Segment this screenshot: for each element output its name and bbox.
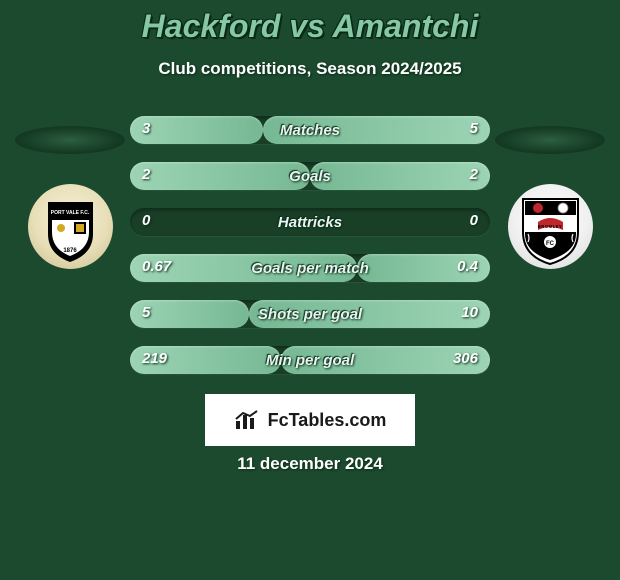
page-subtitle: Club competitions, Season 2024/2025 (0, 59, 620, 79)
right-player-platform (495, 126, 605, 154)
stat-label: Min per goal (130, 352, 490, 369)
stat-label: Shots per goal (130, 306, 490, 323)
chart-icon (234, 409, 262, 431)
left-club-crest: PORT VALE F.C. 1876 (28, 184, 113, 269)
page-title: Hackford vs Amantchi (0, 0, 620, 45)
comparison-card: Hackford vs Amantchi Club competitions, … (0, 0, 620, 580)
stat-row: 0.670.4Goals per match (130, 254, 490, 282)
left-player-column: PORT VALE F.C. 1876 (10, 116, 130, 269)
svg-text:FC: FC (546, 241, 555, 247)
right-player-column: FC BROMLEY (490, 116, 610, 269)
svg-text:PORT VALE F.C.: PORT VALE F.C. (50, 210, 89, 216)
site-logo-text: FcTables.com (268, 410, 387, 431)
stats-bars: 35Matches 22Goals 00Hattricks 0.670.4Goals … (130, 116, 490, 374)
stat-row: 35Matches (130, 116, 490, 144)
stat-row: 510Shots per goal (130, 300, 490, 328)
stat-row: 219306Min per goal (130, 346, 490, 374)
stat-label: Goals per match (130, 260, 490, 277)
svg-text:1876: 1876 (63, 248, 77, 254)
stat-label: Goals (130, 168, 490, 185)
left-player-platform (15, 126, 125, 154)
svg-text:BROMLEY: BROMLEY (537, 224, 561, 229)
stat-label: Matches (130, 122, 490, 139)
site-logo: FcTables.com (205, 394, 415, 446)
right-club-crest: FC BROMLEY (508, 184, 593, 269)
stat-row: 22Goals (130, 162, 490, 190)
date-text: 11 december 2024 (0, 454, 620, 474)
stat-row: 00Hattricks (130, 208, 490, 236)
stat-label: Hattricks (130, 214, 490, 231)
comparison-body: PORT VALE F.C. 1876 35Matches 22Goals 00Ha… (0, 116, 620, 374)
